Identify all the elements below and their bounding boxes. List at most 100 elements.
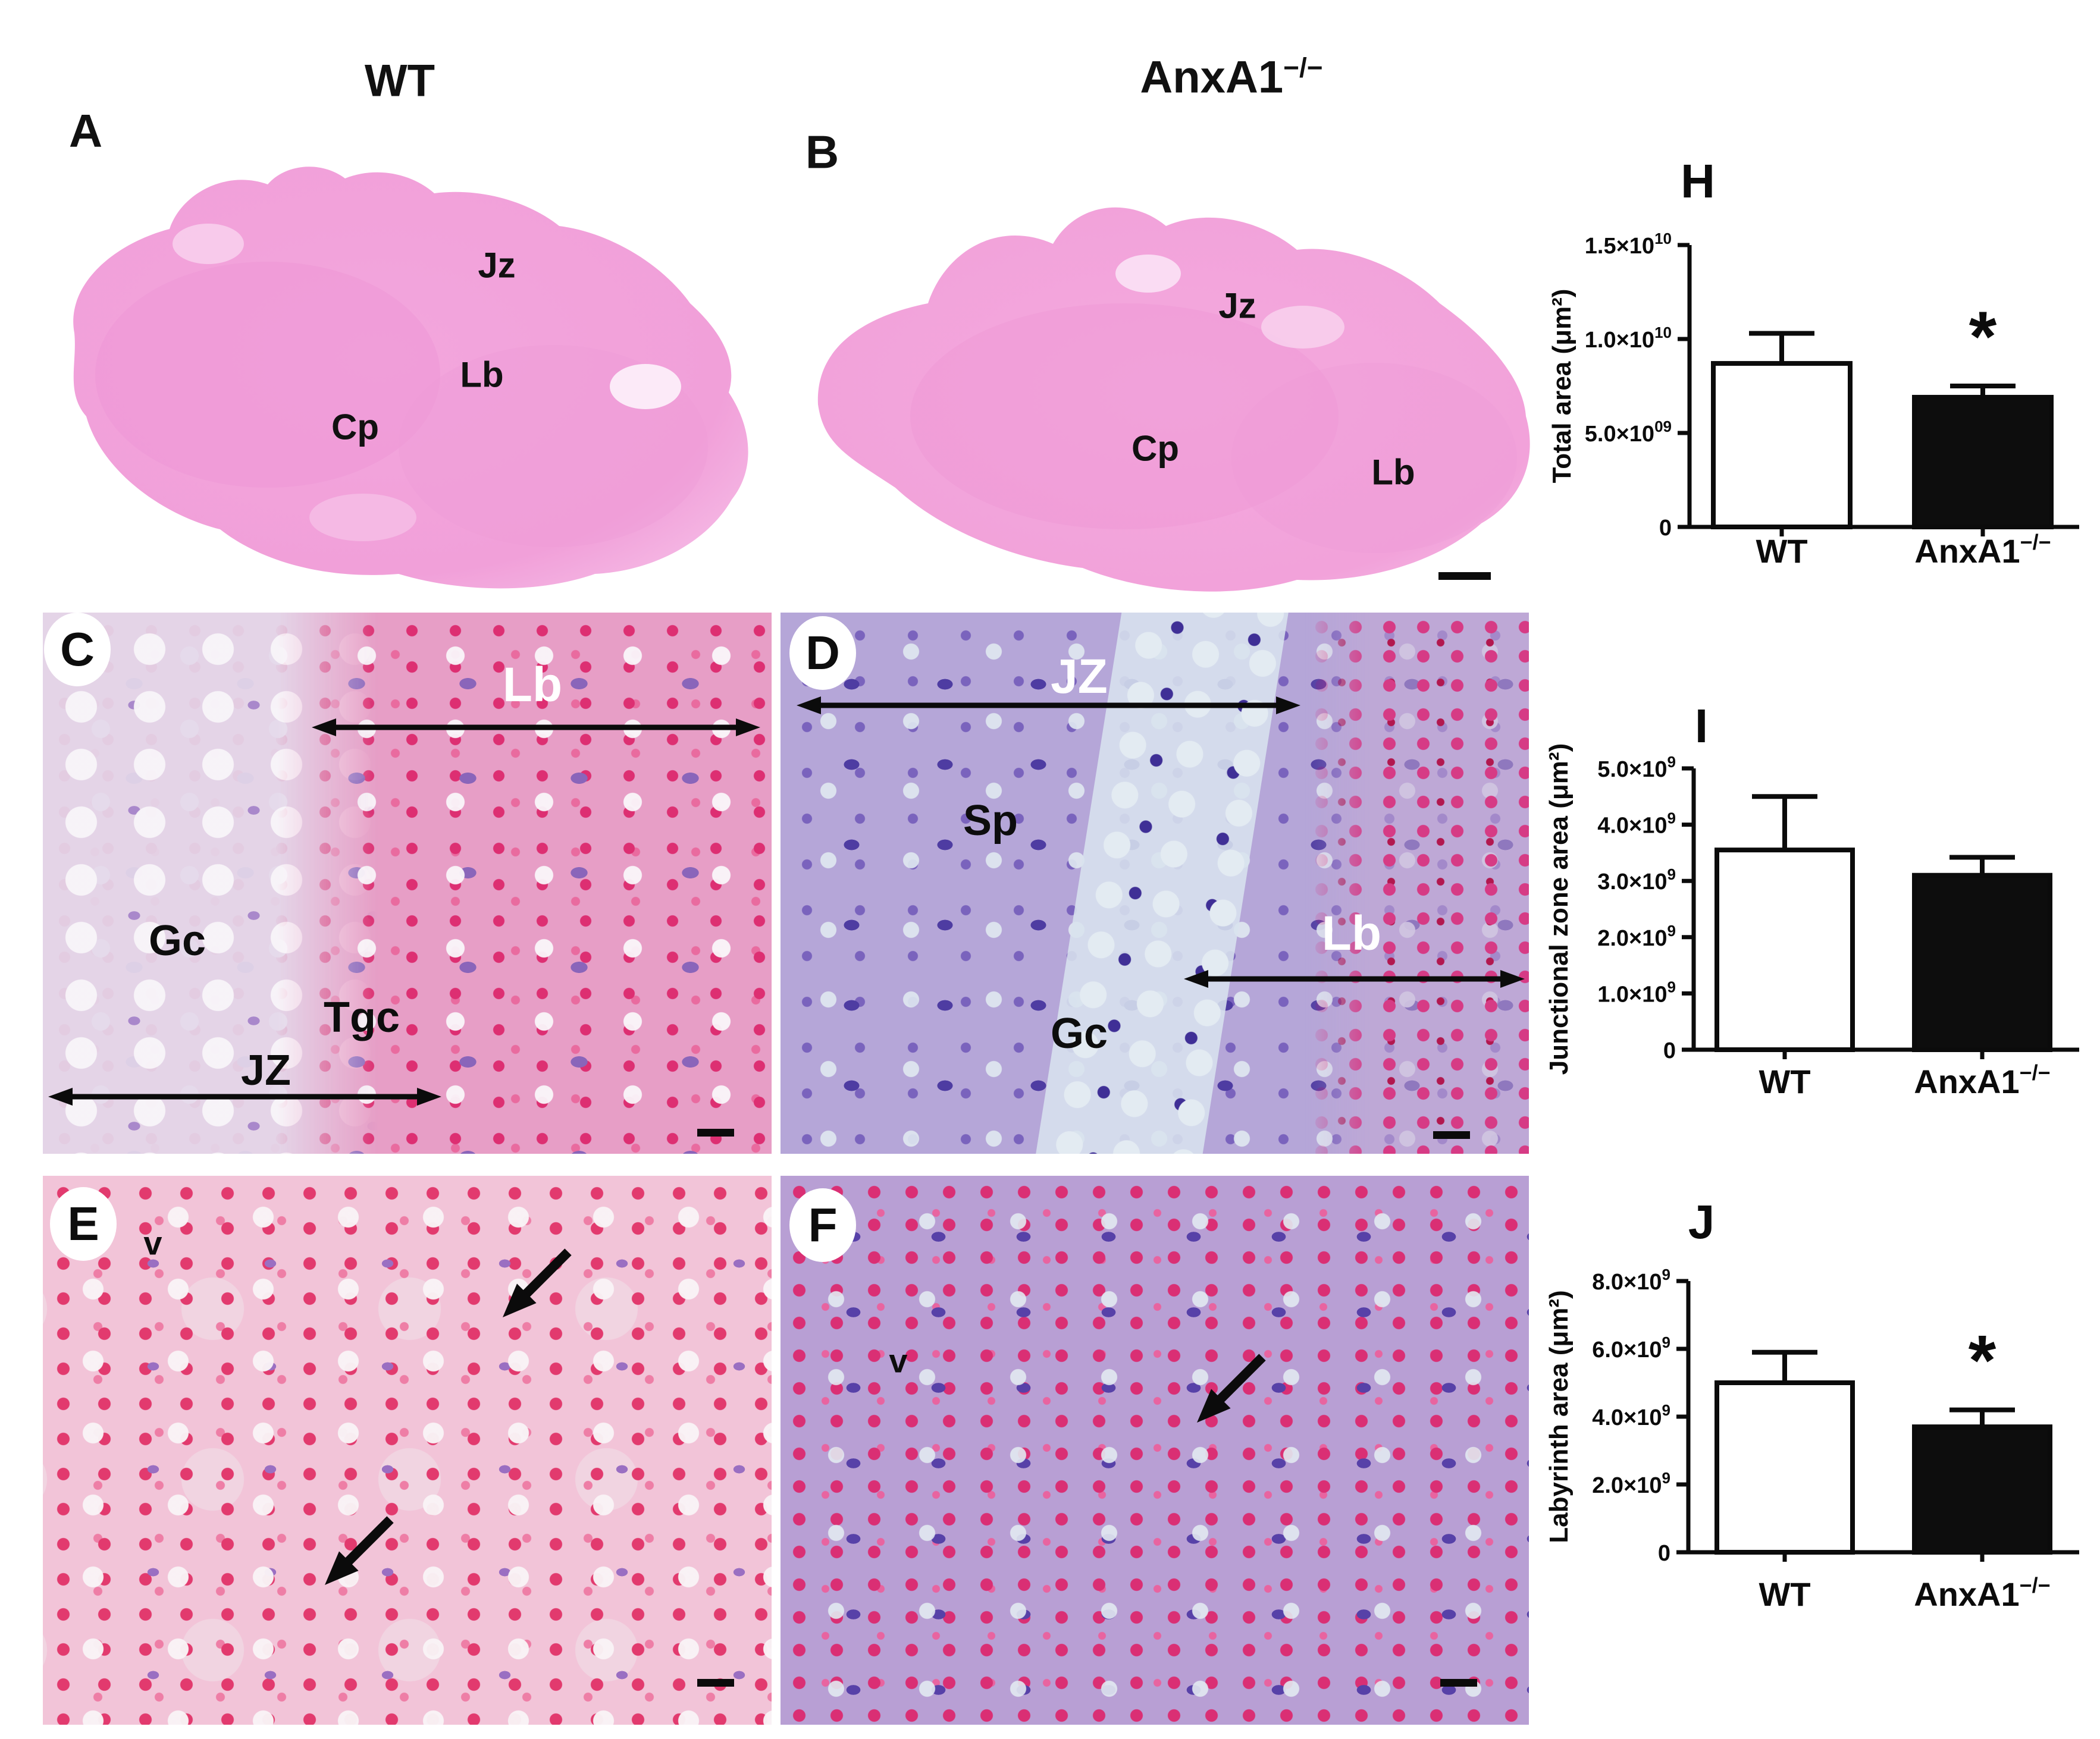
tissue-outline (73, 167, 748, 589)
panel-letter-e: E (67, 1197, 99, 1250)
y-axis-title: Total area (μm²) (1547, 289, 1576, 484)
category-label: AnxA1−/− (1914, 1060, 2050, 1100)
panel-c-label-tgc: Tgc (323, 994, 400, 1041)
panel-letter-b: B (805, 125, 839, 178)
chart-H-svg: 0 5.0×1009 1.0×1010 1.5×1010 WT * AnxA1−/− Tota… (1547, 155, 2079, 570)
scale-bar (697, 1679, 734, 1687)
chart-labyrinth-area: 0 2.0×109 4.0×109 6.0×109 8.0×109 WT * AnxA1−/−… (1523, 1189, 2100, 1653)
category-label: WT (1759, 1575, 1810, 1613)
significance-star: * (1969, 1321, 1996, 1401)
labyrinth-extent-arrow (1184, 970, 1525, 988)
y-tick-label-sup: 10 (1654, 324, 1672, 341)
junctional-zone-extent-arrow (48, 1088, 441, 1106)
tissue-hole (173, 224, 244, 264)
y-tick-label-sup: 9 (1668, 753, 1676, 771)
tissue-hole (1261, 306, 1344, 349)
panel-letter-i: I (1695, 699, 1708, 752)
column-title-wt-text: WT (364, 55, 435, 106)
column-title-anxa1-text: AnxA1 (1140, 52, 1284, 103)
bar-anxa1 (1912, 1424, 2052, 1555)
category-label-sup: −/− (2020, 1060, 2051, 1085)
y-tick-label: 1.5×1010 (1585, 230, 1672, 259)
y-tick-label: 4.0×109 (1592, 1401, 1670, 1430)
y-tick-label: 0 (1658, 1541, 1670, 1566)
trophoblast-pointer-arrow (503, 1248, 572, 1317)
y-tick-label: 6.0×109 (1592, 1333, 1670, 1363)
panel-letter-c-badge: C (44, 613, 111, 686)
y-tick-label: 3.0×109 (1597, 865, 1676, 894)
y-tick-label: 2.0×109 (1597, 922, 1676, 951)
panel-letter-c: C (60, 623, 95, 676)
panel-a-histology-image (73, 167, 748, 589)
scale-bar (1440, 1679, 1477, 1687)
scale-bar (697, 1129, 734, 1137)
panel-a-label-jz: Jz (478, 245, 516, 285)
panel-letter-h: H (1681, 161, 1715, 208)
y-tick-label: 5.0×1009 (1585, 418, 1672, 447)
bar-anxa1 (1912, 394, 2054, 529)
category-label: WT (1759, 1063, 1810, 1100)
panel-letter-a: A (68, 104, 103, 157)
y-tick-label: 8.0×109 (1592, 1266, 1670, 1295)
junctional-zone-extent-arrow (797, 696, 1300, 714)
panel-letter-d-badge: D (789, 616, 856, 690)
bar-wt (1715, 847, 1855, 1052)
column-title-anxa1: AnxA1−/− (1140, 51, 1322, 103)
y-axis-title: Labyrinth area (μm²) (1544, 1290, 1574, 1543)
y-tick-label: 1.0×1010 (1585, 324, 1672, 353)
chart-junctional-zone-area: 0 1.0×109 2.0×109 3.0×109 4.0×109 5.0×109 WT An… (1523, 684, 2100, 1124)
panel-d-histology-image (781, 613, 1529, 1154)
panel-f-histology-image (781, 1176, 1529, 1725)
panel-a-label-lb: Lb (460, 354, 504, 395)
bar-anxa1 (1912, 872, 2052, 1052)
column-title-anxa1-sup: −/− (1283, 52, 1323, 83)
column-title-wt: WT (365, 55, 435, 106)
bar-wt (1715, 1380, 1855, 1555)
panel-letter-f: F (808, 1198, 838, 1251)
panel-e-label-v: v (143, 1224, 162, 1262)
y-tick-label: 0 (1663, 1038, 1676, 1063)
y-tick-label-sup: 9 (1668, 809, 1676, 827)
tissue-shading (1231, 363, 1517, 553)
y-tick-label-sup: 09 (1654, 418, 1672, 435)
chart-total-area: 0 5.0×1009 1.0×1010 1.5×1010 WT * AnxA1−/− Tota… (1523, 155, 2100, 595)
y-tick-label: 4.0×109 (1597, 809, 1676, 839)
labyrinth-extent-arrow (312, 718, 760, 736)
tissue-shading (95, 262, 440, 488)
scale-bar (1433, 1131, 1470, 1139)
panel-letter-d: D (805, 626, 840, 679)
category-label-sup: −/− (2020, 530, 2051, 554)
y-tick-label-sup: 9 (1668, 865, 1676, 883)
panel-c-label-jz: JZ (240, 1047, 292, 1094)
panel-b-label-lb: Lb (1371, 452, 1415, 492)
y-tick-label-sup: 9 (1662, 1469, 1670, 1487)
panel-d-label-sp: Sp (963, 797, 1018, 845)
panel-b-label-cp: Cp (1132, 428, 1179, 469)
panel-letter-j: J (1688, 1195, 1715, 1248)
y-tick-label-sup: 9 (1662, 1333, 1670, 1351)
panel-c-label-lb: Lb (502, 658, 563, 712)
panel-d-label-gc: Gc (1050, 1010, 1108, 1057)
panel-b-label-jz: Jz (1218, 285, 1256, 326)
tissue-hole (309, 494, 416, 541)
panel-f-label-v: v (889, 1342, 908, 1380)
scale-bar (1438, 572, 1491, 580)
tissue-hole (1115, 255, 1181, 293)
trophoblast-pointer-arrow (1197, 1354, 1266, 1423)
panel-d-label-lb: Lb (1321, 906, 1382, 960)
y-tick-label-sup: 10 (1654, 230, 1672, 247)
panel-letter-f-badge: F (789, 1188, 856, 1262)
category-label-sup: −/− (2020, 1573, 2051, 1597)
y-axis-title: Junctional zone area (μm²) (1544, 743, 1574, 1075)
y-tick-label-sup: 9 (1668, 978, 1676, 996)
bar-wt (1711, 361, 1853, 529)
panel-d-label-jz: JZ (1051, 649, 1108, 704)
panel-e-histology-image (43, 1176, 772, 1725)
panel-c-label-gc: Gc (148, 917, 206, 965)
panel-b-histology-image (817, 207, 1530, 592)
y-tick-label: 5.0×109 (1597, 753, 1676, 782)
y-tick-label-sup: 9 (1668, 922, 1676, 940)
panel-c-histology-image (43, 613, 772, 1154)
y-tick-label: 2.0×109 (1592, 1469, 1670, 1498)
